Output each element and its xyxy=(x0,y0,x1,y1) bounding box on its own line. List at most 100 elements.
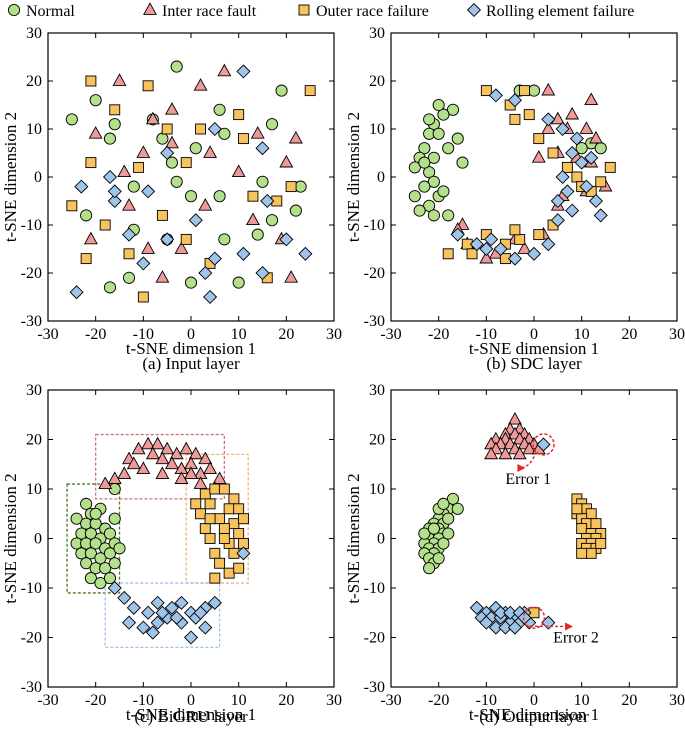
point-normal xyxy=(442,512,455,525)
point-outer xyxy=(514,233,526,245)
point-inner xyxy=(517,241,532,254)
y-axis-label: t-SNE dimension 2 xyxy=(344,112,363,242)
y-tick-label: 10 xyxy=(26,121,42,138)
point-rolling xyxy=(188,213,203,228)
y-axis-label: t-SNE dimension 2 xyxy=(1,473,20,603)
point-normal xyxy=(294,180,307,193)
point-normal xyxy=(108,118,121,131)
legend-marker-rolling xyxy=(466,2,482,18)
point-normal xyxy=(423,113,436,126)
series-inner xyxy=(98,436,227,494)
point-outer xyxy=(604,161,616,173)
legend: Normal Inter race fault Outer race failure… xyxy=(7,2,634,20)
legend-item-normal: Normal xyxy=(7,3,75,20)
point-outer xyxy=(509,224,521,236)
point-rolling xyxy=(141,605,156,620)
point-normal xyxy=(265,214,279,227)
series-outer xyxy=(442,85,616,265)
point-outer xyxy=(161,123,173,135)
y-tick-label: -10 xyxy=(364,217,385,234)
point-rolling xyxy=(117,590,132,605)
legend-marker-outer xyxy=(298,4,310,16)
point-rolling xyxy=(207,251,222,266)
point-outer xyxy=(199,488,211,500)
point-normal xyxy=(427,209,440,222)
point-outer xyxy=(85,157,97,169)
legend-marker-normal xyxy=(7,3,21,17)
y-axis-label: t-SNE dimension 2 xyxy=(344,473,363,603)
series-rolling xyxy=(450,88,608,266)
x-axis-label: t-SNE dimension 1 xyxy=(126,339,256,358)
panels: -30 -20 -10 0 10 20 30 -30 -20 -10 0 10 20 30 t-SNE di… xyxy=(1,25,685,726)
point-normal xyxy=(84,572,97,585)
point-normal xyxy=(418,527,431,540)
point-normal xyxy=(94,577,107,590)
point-inner xyxy=(288,130,303,144)
point-normal xyxy=(213,103,226,116)
point-rolling xyxy=(479,241,494,257)
point-normal xyxy=(103,572,117,585)
point-normal xyxy=(184,276,198,289)
point-outer xyxy=(180,233,192,245)
point-outer xyxy=(85,75,97,87)
y-tick-label: -20 xyxy=(21,265,42,282)
point-normal xyxy=(427,151,440,164)
point-outer xyxy=(190,498,202,510)
point-inner xyxy=(164,135,179,149)
x-tick-label: -10 xyxy=(476,692,497,709)
point-normal xyxy=(103,527,117,540)
cluster-box-normal xyxy=(66,483,121,594)
point-outer xyxy=(209,572,221,584)
point-rolling xyxy=(484,232,499,247)
point-normal xyxy=(170,175,183,188)
point-rolling xyxy=(541,237,556,252)
point-outer xyxy=(195,123,206,135)
point-inner xyxy=(541,121,556,134)
point-normal xyxy=(108,512,121,525)
point-rolling xyxy=(507,251,522,266)
y-tick-label: 0 xyxy=(34,531,42,548)
panel-2: -30 -20 -10 0 10 20 30 -30 -20 -10 0 10 20 30 t-SNE di… xyxy=(344,25,685,373)
point-rolling xyxy=(74,179,89,194)
point-rolling xyxy=(169,610,184,625)
y-tick-label: -30 xyxy=(364,679,385,696)
x-tick-label: -10 xyxy=(133,326,154,343)
point-rolling xyxy=(503,605,518,620)
point-normal xyxy=(418,180,431,193)
point-rolling xyxy=(236,246,251,261)
point-inner xyxy=(174,241,189,254)
point-normal xyxy=(423,562,436,575)
point-inner xyxy=(126,456,141,470)
point-outer xyxy=(66,200,78,212)
point-rolling xyxy=(145,625,160,640)
point-outer xyxy=(285,181,297,193)
error-arrowhead xyxy=(565,622,574,631)
point-inner xyxy=(131,441,146,455)
point-rolling xyxy=(574,155,589,170)
legend-label-normal: Normal xyxy=(26,3,75,20)
x-tick-label: -30 xyxy=(380,692,401,709)
point-normal xyxy=(94,552,107,565)
series-outer xyxy=(528,493,607,619)
x-tick-label: 10 xyxy=(574,692,590,709)
point-normal xyxy=(218,127,231,140)
series-rolling xyxy=(69,64,313,305)
point-outer xyxy=(533,229,545,241)
point-rolling xyxy=(136,256,151,271)
panel-1: -30 -20 -10 0 10 20 30 -30 -20 -10 0 10 20 30 t-SNE di… xyxy=(1,25,342,373)
point-outer xyxy=(233,503,245,515)
point-rolling xyxy=(198,265,213,281)
point-inner xyxy=(141,241,156,254)
x-tick-label: 0 xyxy=(187,692,195,709)
panel-4: -30 -20 -10 0 10 20 30 -30 -20 -10 0 10 20 30 t-SNE di… xyxy=(344,382,685,726)
x-tick-label: 10 xyxy=(231,326,247,343)
point-inner xyxy=(174,471,189,484)
point-rolling xyxy=(498,620,513,635)
point-normal xyxy=(446,492,460,505)
x-tick-label: 0 xyxy=(530,692,538,709)
point-outer xyxy=(228,493,240,505)
point-rolling xyxy=(193,605,208,620)
point-rolling xyxy=(236,64,251,79)
point-rolling xyxy=(469,600,484,615)
point-normal xyxy=(256,175,269,188)
